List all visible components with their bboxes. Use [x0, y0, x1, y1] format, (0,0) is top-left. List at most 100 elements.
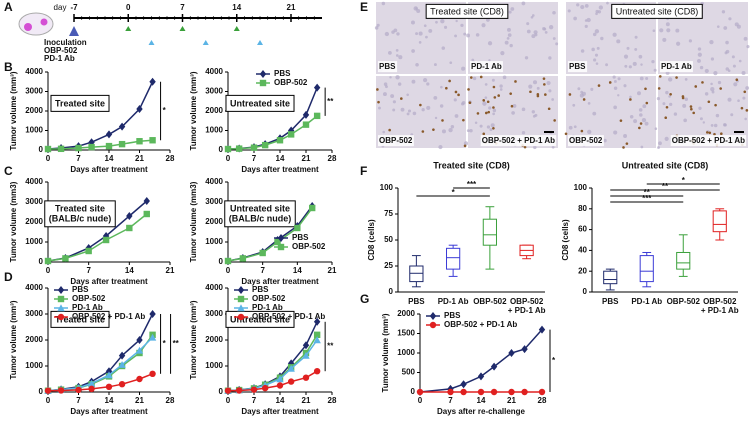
- tissue-cell: [728, 17, 732, 21]
- tissue-cell: [393, 28, 398, 33]
- micrograph-label-bg: [660, 61, 693, 73]
- tissue-cell: [709, 39, 714, 45]
- tissue-cell: [664, 136, 669, 141]
- cd8-cell: [568, 93, 572, 96]
- significance-label: *: [163, 106, 167, 115]
- tissue-cell: [433, 95, 438, 100]
- x-tick-label: 7: [76, 154, 81, 163]
- legend-marker: [277, 234, 285, 242]
- marker: [62, 255, 69, 262]
- cd8-cell: [421, 130, 425, 133]
- x-tick-label: 14: [105, 154, 114, 163]
- tissue-cell: [395, 49, 399, 52]
- marker: [287, 131, 295, 138]
- marker: [274, 238, 281, 246]
- box: [712, 210, 727, 233]
- dose-marker: [257, 40, 263, 45]
- cd8-cell: [694, 85, 698, 88]
- tissue-cell: [463, 32, 467, 36]
- y-tick-label: 2000: [205, 335, 223, 344]
- y-axis-label: CD8 (cells): [561, 219, 570, 261]
- y-axis-label: Tumor volume (mm3): [9, 181, 18, 262]
- tissue-cell: [710, 82, 713, 86]
- x-tick-label: 28: [328, 154, 337, 163]
- tissue-cell: [624, 64, 628, 68]
- tissue-cell: [454, 34, 458, 38]
- x-tick-label: OBP-502 + PD-1 Ab: [701, 297, 739, 315]
- y-tick-label: 3000: [25, 197, 43, 206]
- tissue-cell: [426, 105, 431, 110]
- tissue-cell: [509, 43, 513, 48]
- x-tick-label: 21: [135, 396, 144, 405]
- legend-marker: [57, 295, 65, 303]
- tissue-cell: [463, 141, 469, 146]
- x-tick-label: 14: [477, 396, 486, 405]
- tissue-cell: [512, 103, 517, 108]
- tissue-cell: [746, 45, 750, 49]
- chart-title: Treated site (CD8): [433, 160, 510, 170]
- tissue-cell: [658, 141, 662, 146]
- micrograph-label: OBP-502: [379, 136, 413, 145]
- marker: [235, 387, 243, 394]
- cd8-cell: [376, 88, 379, 91]
- cd8-cell: [467, 88, 470, 91]
- tissue-cell: [555, 42, 559, 46]
- tissue-cell: [629, 115, 634, 119]
- marker: [149, 137, 156, 144]
- cd8-cell: [657, 87, 661, 90]
- tissue-cell: [508, 10, 512, 14]
- cd8-cell: [638, 126, 641, 130]
- cd8-cell: [547, 107, 551, 111]
- micrograph-label-bg: [670, 135, 747, 147]
- tissue-cell: [521, 1, 526, 6]
- tissue-cell: [697, 47, 702, 51]
- tissue-cell: [383, 82, 388, 86]
- dose-marker: [202, 40, 209, 45]
- tissue-cell: [640, 145, 644, 149]
- tissue-cell: [581, 91, 586, 96]
- tissue-cell: [461, 101, 466, 105]
- tissue-cell: [428, 28, 433, 33]
- x-tick-label: 21: [302, 154, 311, 163]
- tissue-cell: [450, 125, 455, 129]
- marker: [250, 144, 258, 151]
- cd8-cell: [510, 104, 514, 108]
- tissue-cell: [669, 102, 673, 106]
- tissue-cell: [584, 24, 588, 28]
- tissue-cell: [573, 125, 577, 129]
- y-tick-label: 4000: [205, 67, 223, 76]
- marker: [44, 145, 52, 153]
- tissue-cell: [699, 65, 704, 70]
- cd8-cell: [514, 80, 517, 83]
- panel-label: D: [4, 270, 13, 284]
- tissue-cell: [479, 124, 483, 128]
- y-tick-label: 3000: [205, 197, 223, 206]
- y-tick-label: 25: [384, 261, 393, 270]
- series-line: [419, 329, 543, 393]
- tissue-cell: [683, 118, 687, 123]
- cd8-cell: [707, 100, 711, 104]
- tissue-cell: [434, 116, 438, 120]
- tissue-cell: [415, 32, 419, 36]
- tissue-cell: [586, 17, 591, 23]
- tissue-cell: [533, 30, 538, 35]
- x-tick-label: 14: [276, 154, 285, 163]
- marker: [294, 224, 301, 232]
- tissue-cell: [716, 25, 720, 28]
- y-tick-label: 1000: [205, 126, 223, 135]
- legend-label: OBP-502 + PD-1 Ab: [444, 320, 517, 329]
- y-tick-label: 2000: [25, 335, 43, 344]
- marker: [143, 197, 150, 205]
- tissue-cell: [684, 97, 689, 102]
- tumor-icon: [40, 18, 48, 26]
- tissue-cell: [416, 9, 421, 14]
- marker: [235, 145, 243, 152]
- tissue-cell: [662, 37, 667, 42]
- timeline-day: 7: [180, 3, 185, 12]
- tissue-cell: [652, 29, 656, 33]
- cd8-cell: [580, 129, 584, 133]
- y-tick-label: 2000: [205, 106, 223, 115]
- x-tick-label: 7: [252, 154, 257, 163]
- marker: [118, 381, 126, 388]
- cd8-cell: [454, 90, 458, 94]
